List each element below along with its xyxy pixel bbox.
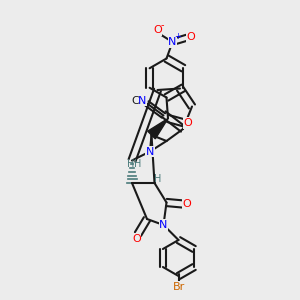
Text: H: H [134,159,141,169]
Text: H: H [127,159,134,169]
Text: O: O [182,199,191,209]
Text: O: O [153,25,162,35]
Text: N: N [168,37,177,47]
Text: N: N [159,220,168,230]
Text: C: C [131,96,139,106]
Text: O: O [132,233,141,244]
Text: N: N [146,146,154,157]
Text: -: - [160,20,164,31]
Text: O: O [184,118,193,128]
Text: O: O [186,32,195,43]
Text: +: + [175,32,181,41]
Text: N: N [138,95,147,106]
Text: H: H [154,173,162,184]
Text: Br: Br [172,281,184,292]
Polygon shape [148,118,168,139]
